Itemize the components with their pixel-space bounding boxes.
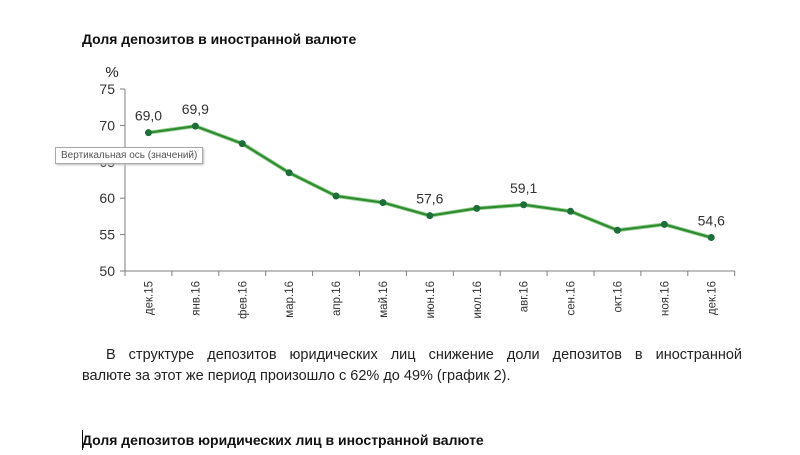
line-chart[interactable]: 505560657075%дек.15янв.16фев.16мар.16апр… xyxy=(0,0,800,340)
text-cursor xyxy=(82,430,83,450)
y-tick-label: 50 xyxy=(99,263,115,279)
x-tick-label: апр.16 xyxy=(331,281,343,316)
data-point xyxy=(332,192,340,200)
y-tick-label: 75 xyxy=(99,81,115,97)
data-point xyxy=(473,204,481,212)
data-label: 69,0 xyxy=(135,108,162,124)
data-point xyxy=(144,129,152,137)
x-tick-label: авг.16 xyxy=(519,281,531,312)
data-point xyxy=(238,140,246,148)
data-label: 57,6 xyxy=(416,191,443,207)
series-line-glow xyxy=(148,124,712,240)
x-tick-label: фев.16 xyxy=(237,281,249,319)
x-tick-label: окт.16 xyxy=(612,281,624,313)
chart2-title: Доля депозитов юридических лиц в иностра… xyxy=(82,432,484,448)
x-tick-label: июн.16 xyxy=(425,281,437,318)
body-paragraph: В структуре депозитов юридических лиц сн… xyxy=(82,345,742,387)
axis-tooltip: Вертикальная ось (значений) xyxy=(55,147,204,164)
paragraph-line-2: валюте за этот же период произошло с 62%… xyxy=(82,368,511,384)
x-tick-label: дек.15 xyxy=(143,281,155,315)
x-tick-label: ноя.16 xyxy=(659,281,671,316)
data-label: 54,6 xyxy=(698,213,725,229)
y-tick-label: 60 xyxy=(99,190,115,206)
chart-title: Доля депозитов в иностранной валюте xyxy=(82,31,357,47)
data-label: 59,1 xyxy=(510,180,537,196)
data-point xyxy=(285,169,293,177)
y-axis-unit: % xyxy=(105,64,118,81)
x-tick-label: сен.16 xyxy=(566,281,578,315)
data-point xyxy=(567,207,575,215)
data-point xyxy=(707,234,715,242)
data-point xyxy=(379,199,387,207)
series-line xyxy=(148,125,712,239)
paragraph-line-1: В структуре депозитов юридических лиц сн… xyxy=(106,347,742,363)
x-tick-label: янв.16 xyxy=(190,281,202,316)
data-point xyxy=(660,220,668,228)
y-tick-label: 55 xyxy=(99,227,115,243)
data-point xyxy=(191,122,199,130)
data-point xyxy=(520,201,528,209)
x-tick-label: июл.16 xyxy=(472,281,484,319)
x-tick-label: мар.16 xyxy=(284,281,296,318)
y-tick-label: 70 xyxy=(99,117,115,133)
data-label: 69,9 xyxy=(182,101,209,117)
x-tick-label: дек.16 xyxy=(706,281,718,315)
x-tick-label: май.16 xyxy=(378,281,390,318)
data-point xyxy=(613,226,621,234)
data-point xyxy=(426,212,434,220)
